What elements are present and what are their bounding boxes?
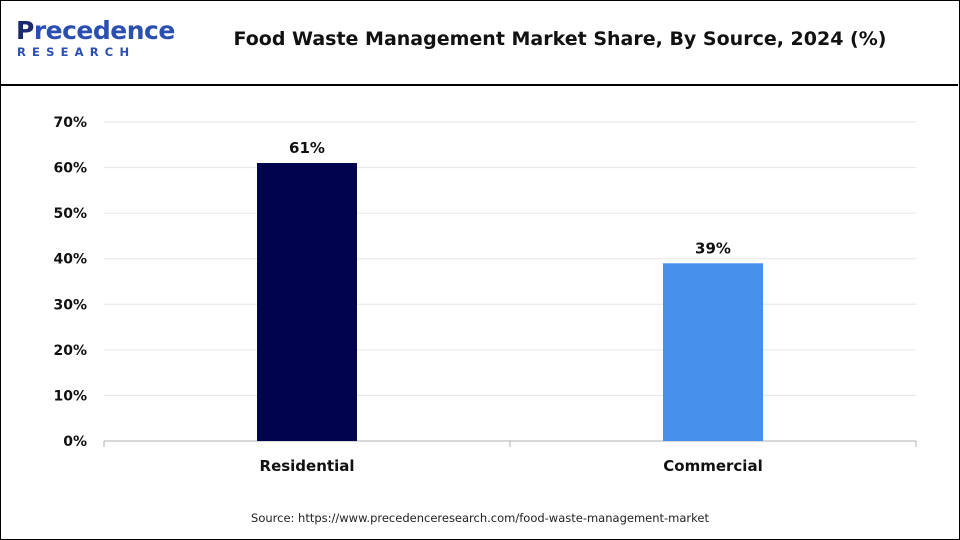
y-tick-label-0: 0% [63, 434, 87, 450]
x-tick-label-commercial: Commercial [663, 457, 762, 475]
brand-logo: Precedence RESEARCH [16, 16, 175, 68]
bar-residential [257, 163, 357, 441]
x-tick-label-residential: Residential [260, 457, 355, 475]
y-tick-label-30: 30% [53, 297, 87, 313]
y-tick-label-70: 70% [53, 115, 87, 131]
y-tick-label-50: 50% [53, 206, 87, 222]
logo-wordmark: Precedence [16, 16, 175, 45]
chart-title: Food Waste Management Market Share, By S… [233, 28, 887, 50]
data-label-residential: 61% [289, 139, 325, 157]
header: Precedence RESEARCH Food Waste Managemen… [0, 0, 958, 86]
y-tick-label-20: 20% [53, 343, 87, 359]
logo-subtitle: RESEARCH [17, 45, 136, 59]
source-note: Source: https://www.precedenceresearch.c… [251, 511, 709, 525]
data-label-commercial: 39% [695, 239, 731, 257]
bar-commercial [663, 263, 763, 441]
y-tick-label-10: 10% [53, 388, 87, 404]
y-tick-label-60: 60% [53, 161, 87, 177]
y-tick-label-40: 40% [53, 252, 87, 268]
